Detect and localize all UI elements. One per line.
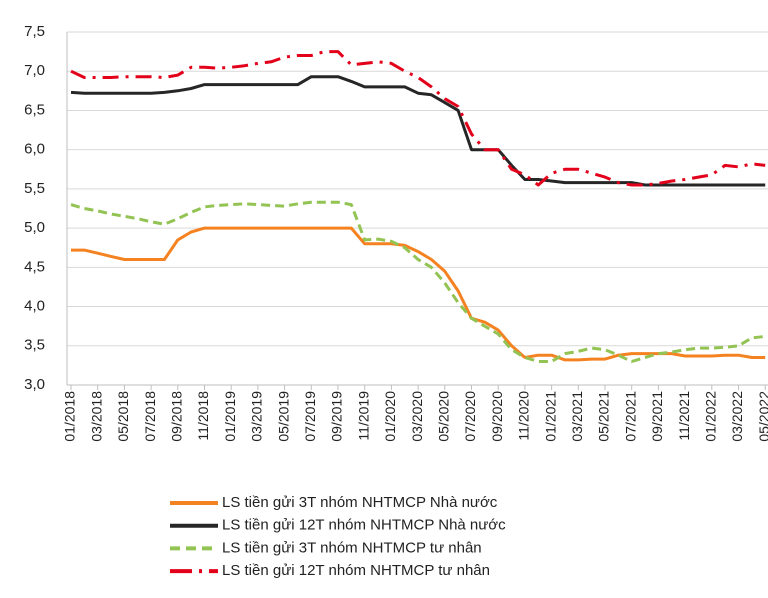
x-tick-label: 03/2021: [569, 391, 585, 442]
y-tick-label: 5,5: [24, 180, 45, 197]
x-tick-label: 07/2018: [142, 391, 158, 442]
legend-label: LS tiền gửi 12T nhóm NHTMCP Nhà nước: [222, 517, 506, 534]
x-tick-label: 03/2022: [729, 391, 745, 442]
x-tick-label: 11/2019: [355, 391, 371, 441]
x-tick-label: 09/2021: [649, 391, 665, 442]
x-tick-label: 09/2020: [489, 391, 505, 442]
x-tick-label: 07/2019: [302, 391, 318, 442]
y-tick-label: 4,5: [24, 258, 45, 275]
x-tick-label: 03/2019: [249, 391, 265, 442]
x-tick-label: 09/2018: [169, 391, 185, 442]
y-tick-label: 6,0: [24, 141, 45, 158]
x-tick-label: 05/2020: [436, 391, 452, 442]
y-tick-label: 7,5: [24, 23, 45, 40]
x-tick-label: 03/2020: [409, 391, 425, 442]
legend-label: LS tiền gửi 12T nhóm NHTMCP tư nhân: [222, 562, 490, 579]
x-tick-label: 11/2018: [195, 391, 211, 441]
x-tick-label: 03/2018: [88, 391, 104, 442]
legend-label: LS tiền gửi 3T nhóm NHTMCP Nhà nước: [222, 494, 498, 511]
x-tick-label: 01/2018: [62, 391, 78, 442]
x-tick-label: 11/2021: [676, 391, 692, 441]
x-tick-label: 01/2022: [703, 391, 719, 442]
series-line: [70, 75, 766, 187]
x-tick-label: 09/2019: [329, 391, 345, 442]
x-tick-label: 11/2020: [516, 391, 532, 441]
x-tick-label: 01/2020: [382, 391, 398, 442]
series-line: [71, 226, 766, 362]
y-tick-label: 6,5: [24, 101, 45, 118]
legend-label: LS tiền gửi 3T nhóm NHTMCP tư nhân: [222, 539, 482, 556]
x-tick-label: 01/2019: [222, 391, 238, 442]
y-tick-label: 3,0: [24, 376, 45, 393]
x-tick-label: 05/2018: [115, 391, 131, 442]
x-tick-label: 05/2019: [275, 391, 291, 442]
series-line: [70, 200, 766, 363]
x-tick-label: 07/2020: [462, 391, 478, 442]
x-tick-label: 07/2021: [622, 391, 638, 442]
y-tick-label: 5,0: [24, 219, 45, 236]
y-tick-label: 4,0: [24, 298, 45, 315]
y-tick-label: 7,0: [24, 62, 45, 79]
x-tick-label: 01/2021: [542, 391, 558, 442]
x-tick-label: 05/2021: [596, 391, 612, 442]
y-tick-label: 3,5: [24, 337, 45, 354]
x-tick-label: 05/2022: [756, 391, 768, 442]
